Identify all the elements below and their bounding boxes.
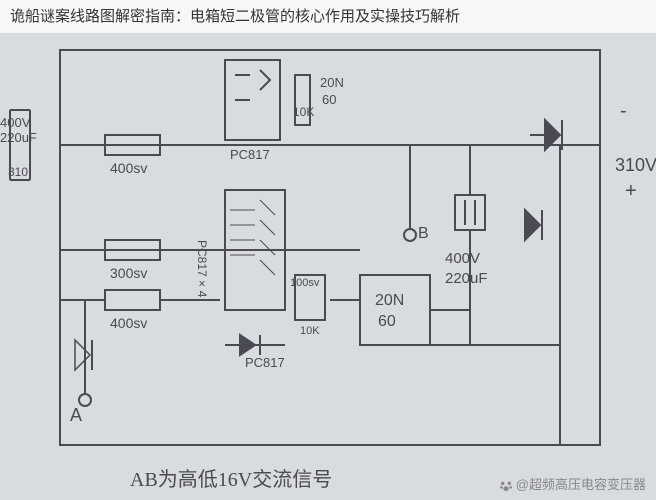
label-polarity-pos: + — [625, 180, 637, 203]
label-r2: 300sv — [110, 265, 147, 281]
label-20n-right: 20N — [375, 292, 404, 310]
label-100sv: 100sv — [290, 277, 319, 289]
bottom-note: AB为高低16V交流信号 — [130, 463, 332, 492]
label-r1: 400sv — [110, 160, 147, 176]
label-cap-right-220uf: 220uF — [445, 270, 488, 287]
label-cap-220uf: 220uF — [0, 130, 37, 145]
label-point-b: B — [418, 225, 429, 243]
watermark-text: @超频高压电容变压器 — [516, 477, 646, 492]
watermark: @超频高压电容变压器 — [498, 474, 646, 494]
label-pc817-bottom: PC817 — [245, 355, 285, 370]
label-point-a: A — [70, 405, 82, 426]
paw-icon — [498, 478, 514, 494]
label-pc817x4: PC817×4 — [195, 240, 209, 297]
article-title: 诡船谜案线路图解密指南：电箱短二极管的核心作用及实操技巧解析 — [0, 0, 656, 33]
label-60-top: 60 — [322, 92, 336, 107]
label-310v-out: 310V — [615, 155, 656, 176]
label-r3: 400sv — [110, 315, 147, 331]
label-20n-top: 20N — [320, 75, 344, 90]
label-10k-mid: 10K — [300, 325, 320, 337]
label-10k-top: 10K — [293, 105, 314, 119]
label-pc817-top: PC817 — [230, 147, 270, 162]
label-cap-400v: 400V — [0, 115, 30, 130]
label-polarity-neg: - — [620, 100, 627, 123]
label-60-right: 60 — [378, 313, 396, 331]
label-cap-right-400v: 400V — [445, 250, 480, 267]
label-310-left: 310 — [8, 165, 28, 179]
